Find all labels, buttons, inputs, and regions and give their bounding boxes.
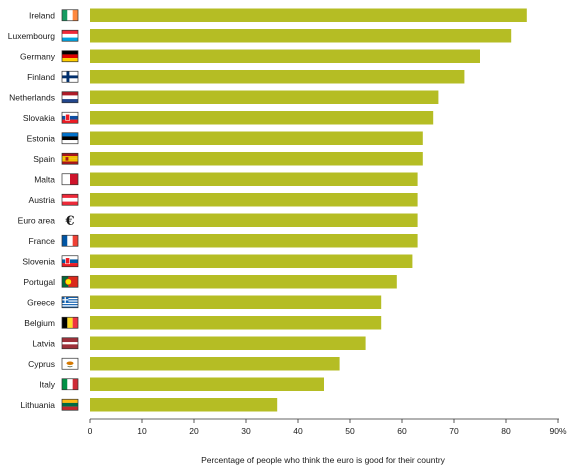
category-label-italy: Italy bbox=[39, 379, 55, 389]
category-label-latvia: Latvia bbox=[32, 338, 55, 348]
x-tick-label-20: 20 bbox=[189, 426, 199, 436]
netherlands-flag-icon bbox=[61, 91, 79, 104]
bar-france bbox=[90, 234, 418, 248]
x-tick-label-10: 10 bbox=[137, 426, 147, 436]
category-label-germany: Germany bbox=[20, 51, 56, 61]
bar-slovenia bbox=[90, 254, 413, 268]
category-label-france: France bbox=[29, 236, 56, 246]
bar-netherlands bbox=[90, 90, 439, 104]
bar-austria bbox=[90, 193, 418, 207]
bar-lithuania bbox=[90, 398, 278, 412]
bar-italy bbox=[90, 377, 324, 391]
luxembourg-flag-icon bbox=[61, 29, 79, 42]
bar-portugal bbox=[90, 275, 397, 289]
flag-icons: € bbox=[61, 9, 79, 411]
latvia-flag-icon bbox=[61, 337, 79, 350]
x-tick-label-30: 30 bbox=[241, 426, 251, 436]
bar-estonia bbox=[90, 131, 423, 145]
euro-symbol-icon: € bbox=[64, 214, 74, 229]
x-tick-label-50: 50 bbox=[345, 426, 355, 436]
france-flag-icon bbox=[61, 234, 79, 247]
x-axis-ticks: 0 10 20 30 40 50 60 70 80 90% bbox=[88, 419, 567, 436]
x-tick-label-70: 70 bbox=[449, 426, 459, 436]
estonia-flag-icon bbox=[61, 132, 79, 145]
category-label-estonia: Estonia bbox=[27, 133, 56, 143]
category-label-ireland: Ireland bbox=[29, 10, 55, 20]
x-tick-label-80: 80 bbox=[501, 426, 511, 436]
ireland-flag-icon bbox=[61, 9, 79, 22]
bar-ireland bbox=[90, 8, 527, 22]
bar-germany bbox=[90, 49, 480, 63]
cyprus-flag-icon bbox=[61, 357, 79, 370]
category-label-luxembourg: Luxembourg bbox=[8, 31, 56, 41]
category-label-greece: Greece bbox=[27, 297, 55, 307]
category-label-cyprus: Cyprus bbox=[28, 359, 55, 369]
x-tick-label-40: 40 bbox=[293, 426, 303, 436]
bar-luxembourg bbox=[90, 29, 512, 43]
category-label-euro-area: Euro area bbox=[18, 215, 56, 225]
malta-flag-icon bbox=[61, 173, 79, 186]
bar-malta bbox=[90, 172, 418, 186]
italy-flag-icon bbox=[61, 378, 79, 391]
portugal-flag-icon bbox=[61, 275, 79, 288]
category-label-portugal: Portugal bbox=[23, 277, 55, 287]
x-tick-label-0: 0 bbox=[88, 426, 93, 436]
germany-flag-icon bbox=[61, 50, 79, 63]
bar-spain bbox=[90, 152, 423, 166]
bars bbox=[90, 8, 527, 412]
bar-finland bbox=[90, 70, 465, 84]
belgium-flag-icon bbox=[61, 316, 79, 329]
bar-belgium bbox=[90, 316, 382, 330]
bar-cyprus bbox=[90, 357, 340, 371]
finland-flag-icon bbox=[61, 70, 79, 83]
austria-flag-icon bbox=[61, 193, 79, 206]
spain-flag-icon bbox=[61, 152, 79, 165]
lithuania-flag-icon bbox=[61, 398, 79, 411]
greece-flag-icon bbox=[61, 296, 79, 309]
category-label-finland: Finland bbox=[27, 72, 55, 82]
bar-euro-area bbox=[90, 213, 418, 227]
slovenia-flag-icon bbox=[61, 255, 79, 268]
category-labels: Ireland Luxembourg Germany Finland Netherlan… bbox=[8, 10, 56, 410]
slovakia-flag-icon bbox=[61, 111, 79, 124]
category-label-austria: Austria bbox=[29, 195, 56, 205]
bar-latvia bbox=[90, 336, 366, 350]
x-tick-label-60: 60 bbox=[397, 426, 407, 436]
bar-slovakia bbox=[90, 111, 434, 125]
category-label-lithuania: Lithuania bbox=[20, 400, 55, 410]
bar-greece bbox=[90, 295, 382, 309]
category-label-spain: Spain bbox=[33, 154, 55, 164]
category-label-netherlands: Netherlands bbox=[9, 92, 55, 102]
x-tick-label-90: 90% bbox=[549, 426, 566, 436]
x-axis-title: Percentage of people who think the euro … bbox=[201, 455, 446, 465]
category-label-malta: Malta bbox=[34, 174, 55, 184]
category-label-belgium: Belgium bbox=[24, 318, 55, 328]
category-label-slovakia: Slovakia bbox=[23, 113, 55, 123]
category-label-slovenia: Slovenia bbox=[22, 256, 55, 266]
